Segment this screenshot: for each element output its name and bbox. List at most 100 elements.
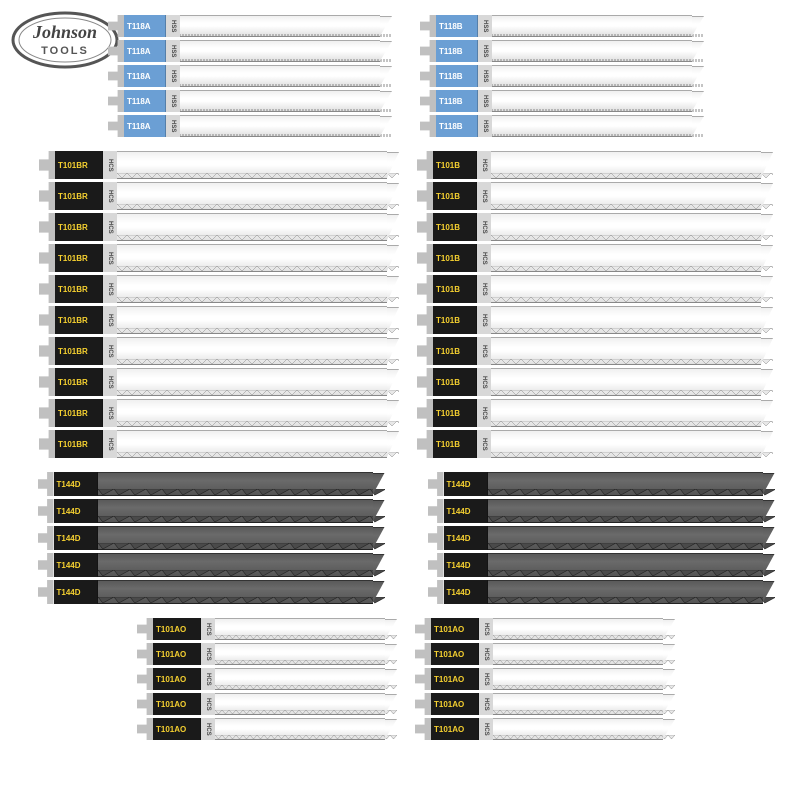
- blade-body: [491, 182, 761, 210]
- blade-body: [492, 90, 692, 112]
- blade-body: [117, 244, 387, 272]
- blade-teeth: [492, 109, 704, 112]
- blade-teeth: [488, 570, 775, 577]
- blade-material: HCS: [103, 244, 117, 272]
- blade-teeth: [488, 489, 775, 496]
- blade-label: T101BR: [55, 182, 103, 210]
- blade-label: T101B: [433, 368, 477, 396]
- blade-body: [215, 618, 385, 640]
- blade-group-T144D: T144DT144DT144DT144DT144D: [428, 472, 763, 604]
- blade-T144D: T144D: [38, 553, 373, 577]
- blade-body: [117, 337, 387, 365]
- blade-shank: [415, 693, 431, 715]
- blade-teeth: [117, 266, 399, 272]
- blade-material: HSS: [166, 15, 180, 37]
- blade-teeth: [493, 660, 675, 665]
- blade-teeth: [488, 543, 775, 550]
- blade-body: [492, 65, 692, 87]
- blade-teeth: [117, 421, 399, 427]
- blade-body: [117, 306, 387, 334]
- blade-body: [117, 430, 387, 458]
- blade-teeth: [98, 570, 385, 577]
- blade-body: [491, 368, 761, 396]
- blade-T101BR: T101BRHCS: [39, 337, 387, 365]
- blade-T101AO: T101AOHCS: [137, 643, 385, 665]
- blade-T118A: T118AHSS: [108, 115, 380, 137]
- blade-T101B: T101BHCS: [417, 182, 761, 210]
- blade-teeth: [180, 134, 392, 137]
- blade-row: T118AHSST118AHSST118AHSST118AHSST118AHSS…: [108, 15, 692, 137]
- blade-T118A: T118AHSS: [108, 65, 380, 87]
- blade-label: T101AO: [431, 643, 479, 665]
- blade-T101AO: T101AOHCS: [415, 693, 663, 715]
- blade-label: T144D: [54, 553, 98, 577]
- blade-T101AO: T101AOHCS: [137, 618, 385, 640]
- blade-T101B: T101BHCS: [417, 244, 761, 272]
- blade-material: HCS: [477, 275, 491, 303]
- blade-material: HSS: [478, 115, 492, 137]
- blade-material: HCS: [479, 668, 493, 690]
- blade-teeth: [98, 597, 385, 604]
- blade-T101BR: T101BRHCS: [39, 368, 387, 396]
- blade-teeth: [98, 543, 385, 550]
- blade-material: HCS: [103, 213, 117, 241]
- blade-label: T101BR: [55, 213, 103, 241]
- blade-shank: [417, 275, 433, 303]
- blade-T101B: T101BHCS: [417, 213, 761, 241]
- blade-teeth: [488, 597, 775, 604]
- blade-T101B: T101BHCS: [417, 151, 761, 179]
- blade-label: T101B: [433, 430, 477, 458]
- blade-body: [493, 668, 663, 690]
- blade-T101BR: T101BRHCS: [39, 244, 387, 272]
- blade-shank: [428, 472, 444, 496]
- blade-T101AO: T101AOHCS: [137, 693, 385, 715]
- blade-material: HCS: [201, 618, 215, 640]
- blade-teeth: [491, 235, 773, 241]
- blade-shank: [39, 151, 55, 179]
- blade-label: T101AO: [431, 693, 479, 715]
- blade-body: [491, 244, 761, 272]
- blade-shank: [417, 213, 433, 241]
- blade-label: T101B: [433, 275, 477, 303]
- blade-material: HCS: [477, 368, 491, 396]
- blade-shank: [417, 151, 433, 179]
- blade-shank: [428, 499, 444, 523]
- blade-teeth: [117, 328, 399, 334]
- blade-group-T118A: T118AHSST118AHSST118AHSST118AHSST118AHSS: [108, 15, 380, 137]
- blade-teeth: [180, 59, 392, 62]
- blade-material: HCS: [103, 399, 117, 427]
- blade-body: [117, 213, 387, 241]
- blade-shank: [415, 718, 431, 740]
- blade-T118A: T118AHSS: [108, 90, 380, 112]
- blade-label: T118A: [124, 90, 166, 112]
- blade-row: T101AOHCST101AOHCST101AOHCST101AOHCST101…: [137, 618, 663, 740]
- blade-teeth: [493, 685, 675, 690]
- blade-teeth: [215, 710, 397, 715]
- blade-T101B: T101BHCS: [417, 275, 761, 303]
- blade-teeth: [491, 421, 773, 427]
- blade-material: HCS: [103, 368, 117, 396]
- blade-label: T101BR: [55, 337, 103, 365]
- blade-material: HSS: [478, 65, 492, 87]
- blade-group-T101B: T101BHCST101BHCST101BHCST101BHCST101BHCS…: [417, 151, 761, 458]
- blade-teeth: [117, 390, 399, 396]
- blade-label: T101AO: [431, 668, 479, 690]
- blade-teeth: [117, 204, 399, 210]
- blade-T101AO: T101AOHCS: [415, 668, 663, 690]
- blade-body: [491, 213, 761, 241]
- blade-shank: [417, 368, 433, 396]
- blade-group-T101AO: T101AOHCST101AOHCST101AOHCST101AOHCST101…: [415, 618, 663, 740]
- blade-T144D: T144D: [38, 472, 373, 496]
- blade-material: HCS: [479, 618, 493, 640]
- blade-material: HCS: [477, 337, 491, 365]
- blade-label: T144D: [444, 580, 488, 604]
- blade-material: HSS: [166, 65, 180, 87]
- blade-shank: [39, 244, 55, 272]
- blade-shank: [39, 337, 55, 365]
- blade-material: HCS: [201, 718, 215, 740]
- blade-material: HCS: [477, 306, 491, 334]
- blade-label: T118A: [124, 115, 166, 137]
- blade-label: T118B: [436, 40, 478, 62]
- blade-T101B: T101BHCS: [417, 306, 761, 334]
- blade-material: HCS: [477, 430, 491, 458]
